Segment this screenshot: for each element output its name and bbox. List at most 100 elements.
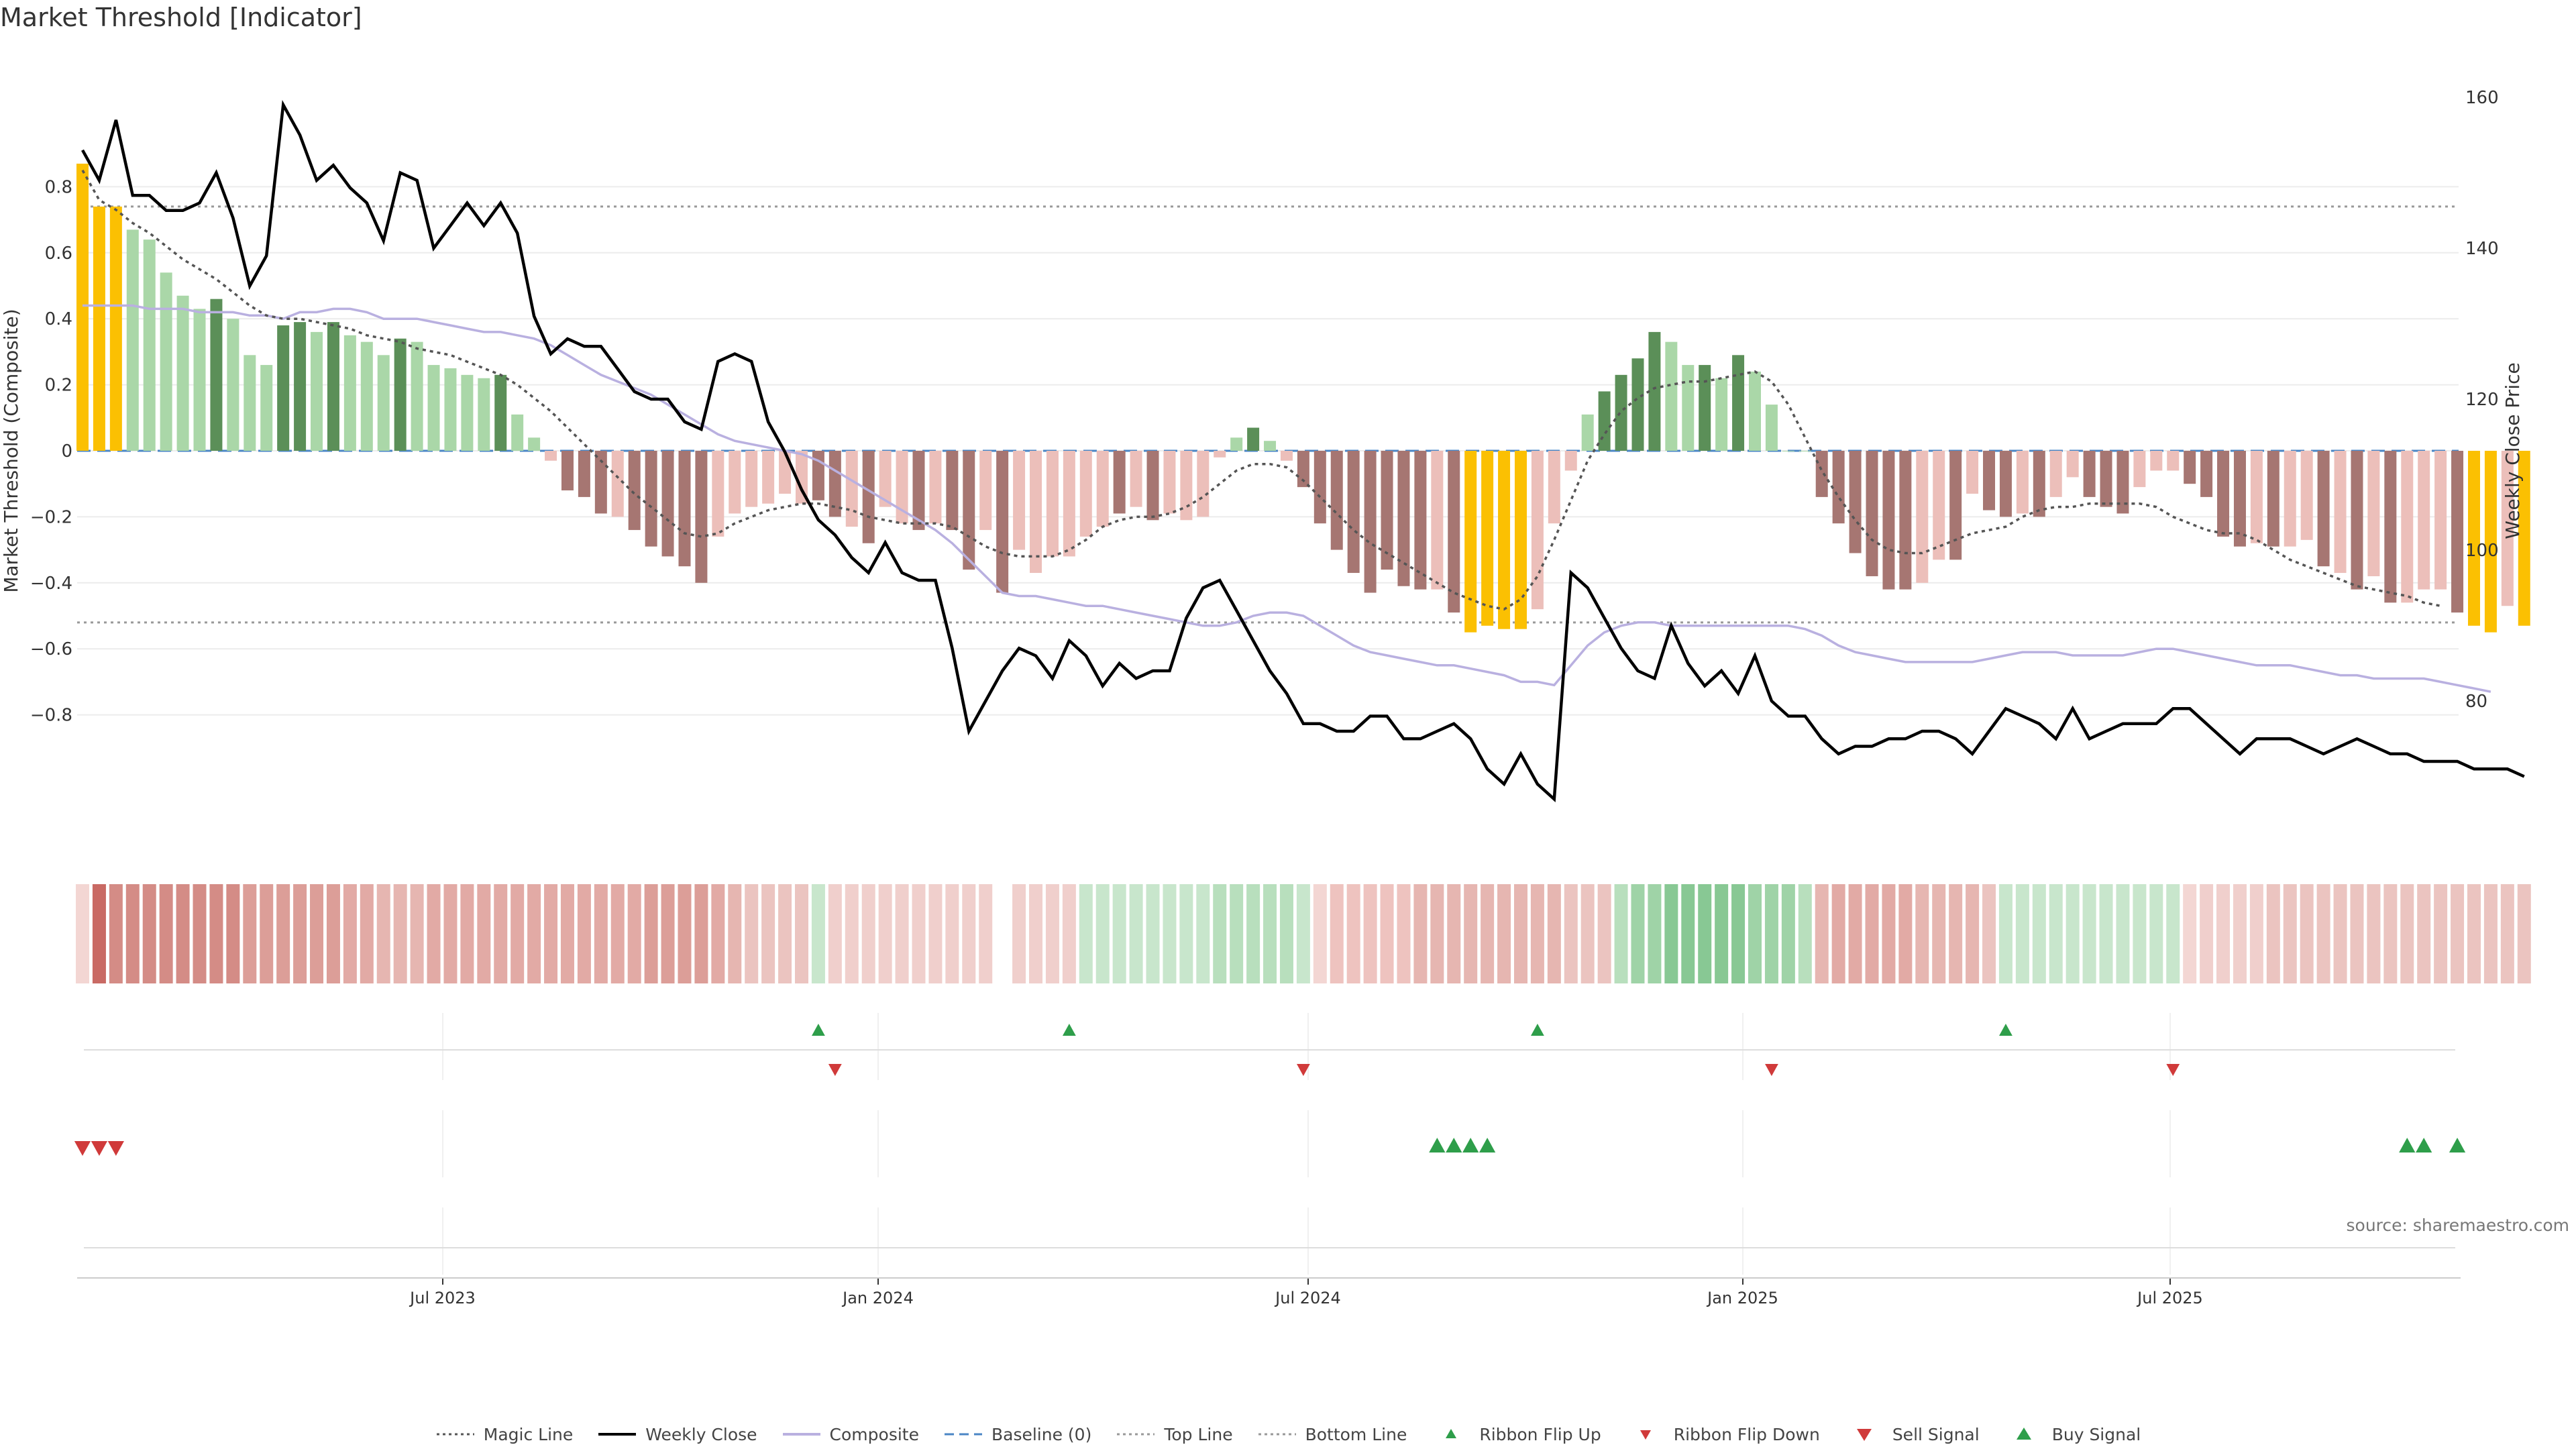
ribbon-cell <box>1146 884 1160 983</box>
composite-bar <box>1381 451 1393 570</box>
ribbon-cell <box>226 884 240 983</box>
legend-item: Buy Signal <box>2004 1425 2141 1444</box>
composite-bar <box>896 451 908 524</box>
composite-bar <box>2451 451 2464 613</box>
composite-bar <box>1464 451 1477 633</box>
grid-layer <box>77 186 2459 1275</box>
ribbon-cell <box>1882 884 1896 983</box>
ribbon-cell <box>1246 884 1260 983</box>
ribbon-cell <box>1296 884 1310 983</box>
ribbon-cell <box>2500 884 2514 983</box>
ribbon-cell <box>1513 884 1527 983</box>
composite-bar <box>2016 451 2029 514</box>
composite-bar <box>76 163 89 451</box>
composite-bar <box>1264 441 1277 451</box>
ribbon-cell <box>1497 884 1511 983</box>
composite-bar <box>879 451 892 507</box>
composite-bar <box>2217 451 2230 537</box>
ribbon-cell <box>1815 884 1829 983</box>
legend-label: Baseline (0) <box>991 1424 1092 1444</box>
y-tick-label: 0 <box>61 441 72 462</box>
composite-bar <box>193 309 206 451</box>
composite-bar <box>494 374 507 451</box>
composite-bar <box>2066 451 2079 478</box>
legend-item: Magic Line <box>435 1424 574 1444</box>
legend-label: Ribbon Flip Up <box>1479 1424 1601 1444</box>
ribbon-cell <box>1664 884 1678 983</box>
ribbon-cell <box>996 884 1010 983</box>
y-tick-label: −0.4 <box>30 574 72 594</box>
composite-bar <box>1682 365 1695 451</box>
ribbon-cell <box>92 884 106 983</box>
composite-bar <box>2250 451 2263 543</box>
composite-bar <box>1046 451 1059 557</box>
composite-bar <box>327 322 339 451</box>
ribbon-cell <box>260 884 274 983</box>
ribbon-cell <box>1095 884 1110 983</box>
ribbon-cell <box>1614 884 1628 983</box>
composite-bar <box>2167 451 2180 471</box>
composite-bar <box>2317 451 2330 567</box>
legend-item: Weekly Close <box>597 1425 757 1444</box>
composite-bar <box>929 451 942 524</box>
ribbon-cell <box>1012 884 1026 983</box>
composite-bar <box>1063 451 1075 557</box>
composite-bar <box>1297 451 1309 488</box>
legend-symbol <box>1117 1433 1155 1436</box>
ribbon-cell <box>326 884 340 983</box>
legend-label: Magic Line <box>483 1424 574 1444</box>
sell-signal-marker <box>91 1141 108 1156</box>
composite-bar <box>645 451 657 547</box>
composite-bar <box>394 338 407 451</box>
composite-bar <box>1330 451 1343 550</box>
y2-tick-label: 100 <box>2465 541 2499 561</box>
legend-label: Sell Signal <box>1892 1424 1980 1444</box>
ribbon-cell <box>1079 884 1093 983</box>
legend-symbol <box>1258 1433 1296 1436</box>
y-tick-label: −0.8 <box>30 706 72 726</box>
ribbon-cell <box>2483 884 2498 983</box>
composite-bar <box>1013 451 1026 550</box>
y-tick-label: −0.6 <box>30 639 72 659</box>
sell-signal-marker <box>74 1141 91 1156</box>
composite-line <box>83 304 2491 693</box>
composite-bar <box>1280 451 1293 461</box>
ribbon-cell <box>1865 884 1879 983</box>
ribbon-cell <box>2032 884 2046 983</box>
composite-bar <box>545 451 557 461</box>
composite-bar <box>1431 451 1444 590</box>
ribbon-cell <box>1397 884 1411 983</box>
composite-bar <box>277 325 290 451</box>
ribbon-cell <box>1530 884 1544 983</box>
composite-bar <box>176 295 189 451</box>
ribbon-cell <box>694 884 708 983</box>
ribbon-cell <box>928 884 943 983</box>
ribbon-cell <box>176 884 190 983</box>
composite-bar <box>695 451 708 583</box>
composite-bar <box>1949 451 1962 560</box>
ribbon-cell <box>962 884 976 983</box>
composite-bar <box>594 451 607 514</box>
y2-tick-label: 160 <box>2465 88 2499 108</box>
ribbon-cell <box>627 884 641 983</box>
x-tick-label: Jul 2025 <box>2136 1289 2203 1307</box>
ribbon-cell <box>310 884 324 983</box>
legend-label: Composite <box>829 1424 919 1444</box>
composite-bar <box>946 451 959 531</box>
ribbon-cell <box>711 884 725 983</box>
legend-label: Buy Signal <box>2051 1424 2141 1444</box>
composite-bar <box>2116 451 2129 514</box>
composite-bar <box>478 378 490 451</box>
ribbon-cell <box>1163 884 1177 983</box>
ribbon-cell <box>2300 884 2314 983</box>
legend-symbol <box>436 1433 474 1436</box>
ribbon-flip-down-marker <box>1765 1064 1778 1076</box>
ribbon-cell <box>1698 884 1712 983</box>
ribbon-cell <box>1597 884 1611 983</box>
composite-bar <box>528 437 541 451</box>
ribbon-cell <box>2049 884 2063 983</box>
composite-bar <box>828 451 841 517</box>
ribbon-cell <box>577 884 591 983</box>
composite-bar <box>2401 451 2414 603</box>
ribbon-cell <box>1764 884 1778 983</box>
